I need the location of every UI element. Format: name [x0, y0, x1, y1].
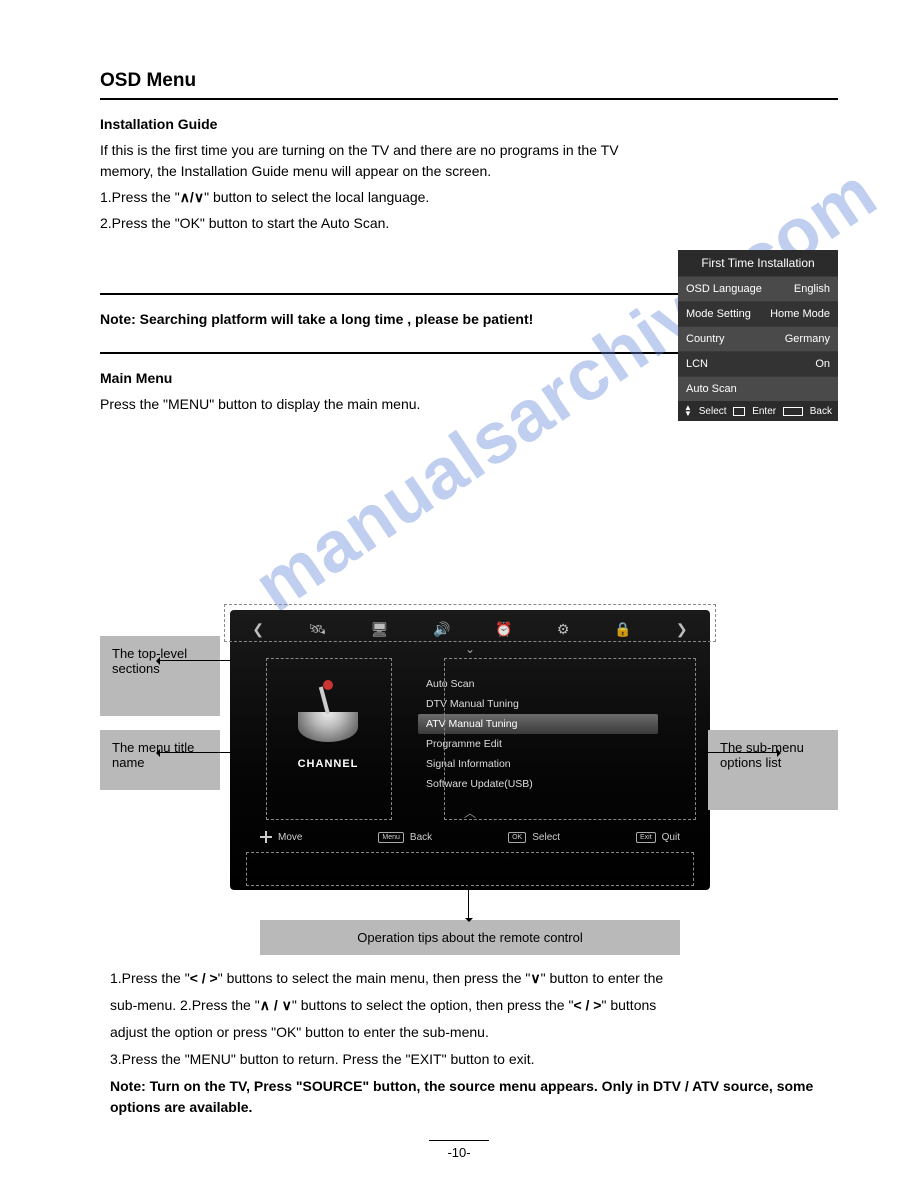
pill-menu: Menu [378, 832, 404, 843]
arrow-midright [705, 752, 777, 753]
i1a: 1.Press the " [110, 970, 190, 986]
osd-top-icon: ❮ [252, 621, 264, 638]
arrow-midleft [160, 752, 232, 753]
fti-back: Back [810, 406, 832, 417]
fti-row: OSD LanguageEnglish [678, 276, 838, 301]
i2c: " buttons [601, 997, 656, 1013]
move-icon [260, 831, 272, 843]
i2a: sub-menu. 2.Press the " [110, 997, 260, 1013]
sub1-title: Installation Guide [100, 114, 660, 134]
fti-header: First Time Installation [678, 250, 838, 276]
keybox-ok [733, 407, 745, 416]
pill-ok: OK [508, 832, 526, 843]
keybox-exit [783, 407, 803, 416]
osd-top-icon: 🔒 [614, 621, 631, 638]
arrow-topleft [160, 660, 230, 661]
dash-footer [246, 852, 694, 886]
osd-screenshot: ❮🛰🖥🔊⏰⚙🔒❯ ⌄ CHANNEL Auto ScanDTV Manual T… [230, 610, 710, 890]
sub1-body-1: If this is the first time you are turnin… [100, 140, 660, 181]
i5: Note: Turn on the TV, Press "SOURCE" but… [110, 1076, 828, 1118]
osd-top-icon: 🔊 [433, 621, 450, 638]
i2b: " buttons to select the option, then pre… [292, 997, 574, 1013]
sub1-body-3: 2.Press the "OK" button to start the Aut… [100, 213, 660, 233]
pill-exit: Exit [636, 832, 656, 843]
dish-icon [293, 680, 363, 750]
osd-top-icon: ⏰ [495, 621, 512, 638]
osd-quit: Quit [662, 832, 680, 843]
down-caret-icon: ⌄ [230, 642, 710, 656]
updown-sym: ∧ / ∨ [260, 997, 292, 1013]
fti-select: Select [699, 406, 727, 417]
section-title: OSD Menu [100, 70, 838, 98]
caret-lr: ∧/∨ [180, 189, 204, 205]
dash-topbar [224, 604, 716, 642]
bottom-instructions: 1.Press the "< / >" buttons to select th… [110, 968, 828, 1124]
page-number: -10- [0, 1140, 918, 1160]
fti-footer: ▲▼ Select Enter Back [678, 401, 838, 421]
sub1-note: Note: Searching platform will take a lon… [100, 309, 660, 329]
sub1-body-2: 1.Press the "∧/∨" button to select the l… [100, 187, 660, 207]
fti-row: LCNOn [678, 351, 838, 376]
dash-list [444, 658, 696, 820]
i4: 3.Press the "MENU" button to return. Pre… [110, 1049, 828, 1070]
down-sym: ∨ [530, 970, 540, 986]
updown-icon: ▲▼ [684, 405, 692, 417]
osd-move: Move [278, 832, 302, 843]
osd-top-icon: ⚙ [557, 621, 570, 638]
fti-enter: Enter [752, 406, 776, 417]
osd-select: Select [532, 832, 560, 843]
i1b: " buttons to select the main menu, then … [218, 970, 531, 986]
fti-row: Auto Scan [678, 376, 838, 401]
fti-row: CountryGermany [678, 326, 838, 351]
callout-midright: The sub-menu options list [708, 730, 838, 810]
osd-back: Back [410, 832, 432, 843]
osd-top-icon: 🛰 [308, 621, 326, 638]
arrow-bottom [468, 882, 469, 918]
osd-top-icon: ❯ [676, 621, 688, 638]
callout-midleft: The menu title name [100, 730, 220, 790]
fti-row: Mode SettingHome Mode [678, 301, 838, 326]
t2a: 1.Press the " [100, 189, 180, 205]
osd-top-icon: 🖥 [371, 621, 389, 638]
i1c: " button to enter the [541, 970, 664, 986]
t2b: " button to select the local language. [204, 189, 429, 205]
lt-gt-1: < / > [190, 970, 218, 986]
i3: adjust the option or press "OK" button t… [110, 1022, 828, 1043]
first-time-install-menu: First Time Installation OSD LanguageEngl… [678, 250, 838, 421]
lt-gt-2: < / > [573, 997, 601, 1013]
callout-topleft: The top-level sections [100, 636, 220, 716]
rule-1 [100, 98, 838, 100]
osd-footer: Move Menu Back OK Select Exit Quit [230, 821, 710, 843]
